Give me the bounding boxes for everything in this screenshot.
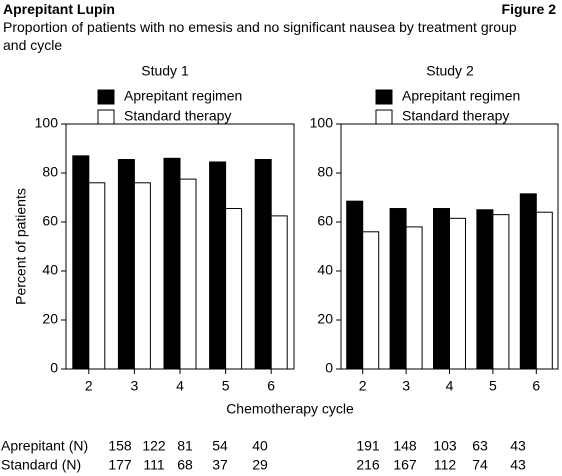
n-value: 37 (212, 457, 228, 473)
x-tick-label: 3 (402, 378, 410, 394)
x-axis-label: Chemotherapy cycle (226, 401, 354, 417)
n-value: 63 (472, 438, 488, 454)
legend-swatch (375, 109, 393, 125)
subtitle: Proportion of patients with no emesis an… (3, 19, 517, 53)
bar (405, 226, 423, 370)
n-value: 122 (142, 438, 166, 454)
n-value: 103 (433, 438, 457, 454)
x-tick-label: 2 (85, 378, 93, 394)
n-value: 177 (108, 457, 132, 473)
x-tick-label: 5 (489, 378, 497, 394)
bar (88, 182, 106, 370)
bar (179, 178, 197, 370)
n-value: 167 (393, 457, 417, 473)
y-tick-label: 0 (325, 360, 333, 376)
legend-swatch (97, 89, 115, 105)
legend-swatch (97, 109, 115, 125)
n-value: 43 (510, 457, 526, 473)
n-value: 191 (356, 438, 380, 454)
bar (362, 231, 380, 370)
legend-swatch (375, 89, 393, 105)
bar (346, 200, 364, 370)
y-tick-label: 80 (42, 164, 58, 180)
x-tick-label: 4 (446, 378, 454, 394)
page-title: Aprepitant Lupin (3, 1, 115, 17)
x-tick-label: 6 (267, 378, 275, 394)
n-value: 112 (434, 457, 457, 473)
bar (449, 217, 466, 370)
bar (163, 157, 181, 370)
n-value: 111 (143, 457, 164, 473)
y-tick-label: 60 (42, 213, 58, 229)
bar (476, 209, 494, 370)
n-value: 148 (393, 438, 417, 454)
n-value: 68 (177, 457, 193, 473)
y-tick-label: 20 (42, 311, 58, 327)
n-value: 54 (212, 438, 228, 454)
y-axis-label: Percent of patients (13, 188, 29, 305)
bar (117, 159, 135, 370)
bar (270, 215, 288, 370)
bar (535, 211, 553, 370)
n-value: 158 (108, 438, 132, 454)
bar (433, 208, 450, 370)
bar (492, 214, 510, 370)
n-value: 29 (252, 457, 268, 473)
n-value: 216 (356, 457, 380, 473)
legend-label: Standard therapy (402, 108, 509, 124)
y-tick-label: 40 (42, 262, 58, 278)
y-tick-label: 80 (317, 164, 333, 180)
figure-label: Figure 2 (501, 1, 556, 17)
x-tick-label: 6 (532, 378, 540, 394)
legend-label: Aprepitant regimen (124, 88, 242, 104)
bar (209, 161, 227, 370)
n-value: 74 (472, 457, 488, 473)
x-tick-label: 4 (176, 378, 184, 394)
y-tick-label: 40 (317, 262, 333, 278)
n-row-label: Standard (N) (1, 457, 81, 473)
y-tick-label: 100 (35, 115, 59, 131)
bar (254, 159, 272, 370)
n-value: 43 (510, 438, 526, 454)
x-tick-label: 5 (222, 378, 230, 394)
n-value: 40 (252, 438, 268, 454)
y-tick-label: 100 (310, 115, 334, 131)
legend-label: Aprepitant regimen (402, 88, 520, 104)
x-tick-label: 2 (359, 378, 367, 394)
bar (72, 155, 90, 370)
bar (225, 208, 243, 370)
n-row-label: Aprepitant (N) (1, 438, 88, 454)
panel-title: Study 1 (141, 63, 189, 79)
n-value: 81 (177, 438, 193, 454)
bar (389, 208, 407, 370)
y-tick-label: 60 (317, 213, 333, 229)
y-tick-label: 20 (317, 311, 333, 327)
bar (519, 193, 537, 370)
x-tick-label: 3 (131, 378, 139, 394)
bar (133, 182, 151, 370)
legend-label: Standard therapy (124, 108, 231, 124)
panel-title: Study 2 (426, 63, 474, 79)
y-tick-label: 0 (50, 360, 58, 376)
